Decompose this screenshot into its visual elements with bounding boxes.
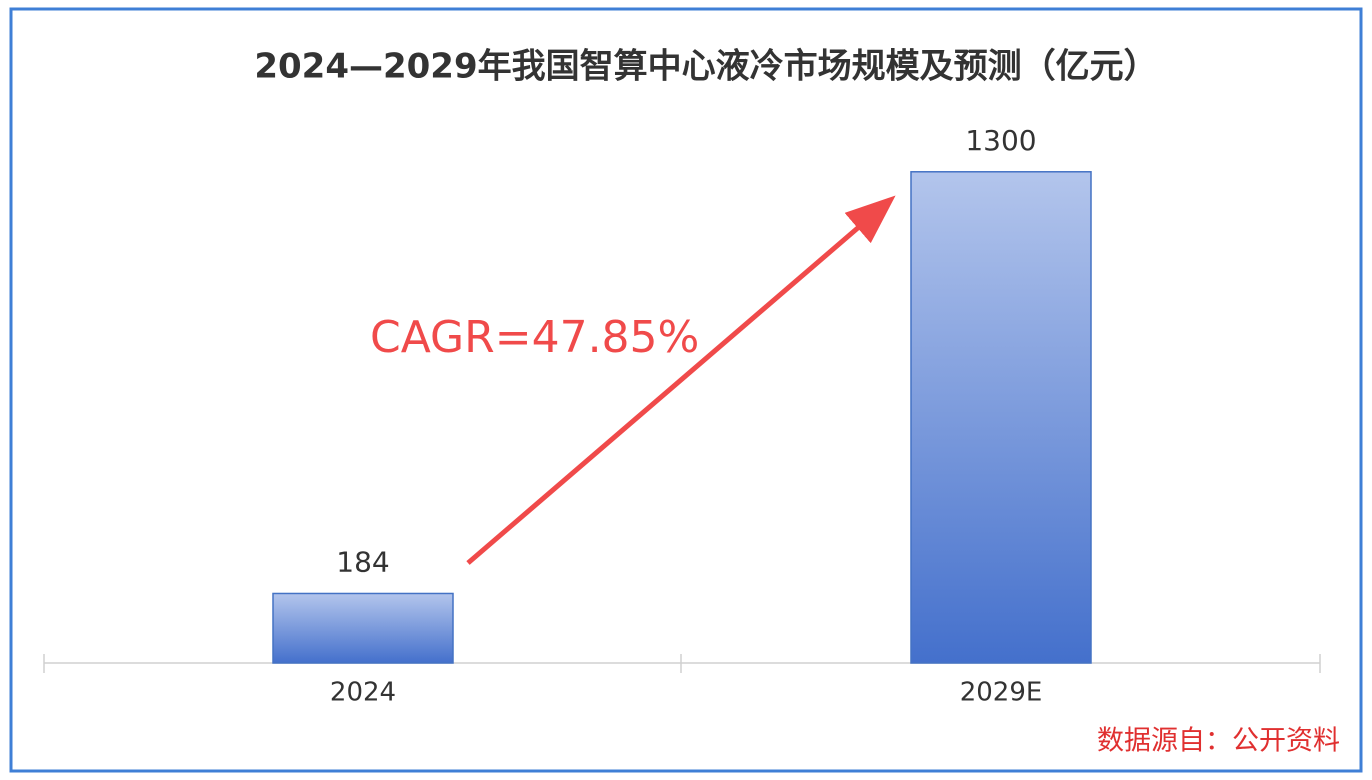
x-tick-label: 2024 xyxy=(330,678,396,708)
source-note: 数据源自：公开资料 xyxy=(1097,726,1340,757)
frame xyxy=(9,7,1363,773)
growth-arrow xyxy=(466,195,896,565)
annotation: CAGR=47.85% xyxy=(370,312,699,363)
value-label: 1300 xyxy=(965,124,1036,157)
value-label: 184 xyxy=(336,545,389,578)
bar xyxy=(910,171,1092,664)
bar xyxy=(272,592,454,664)
x-tick-label: 2029E xyxy=(960,678,1043,708)
chart-title: 2024—2029年我国智算中心液冷市场规模及预测（亿元） xyxy=(254,47,1157,87)
